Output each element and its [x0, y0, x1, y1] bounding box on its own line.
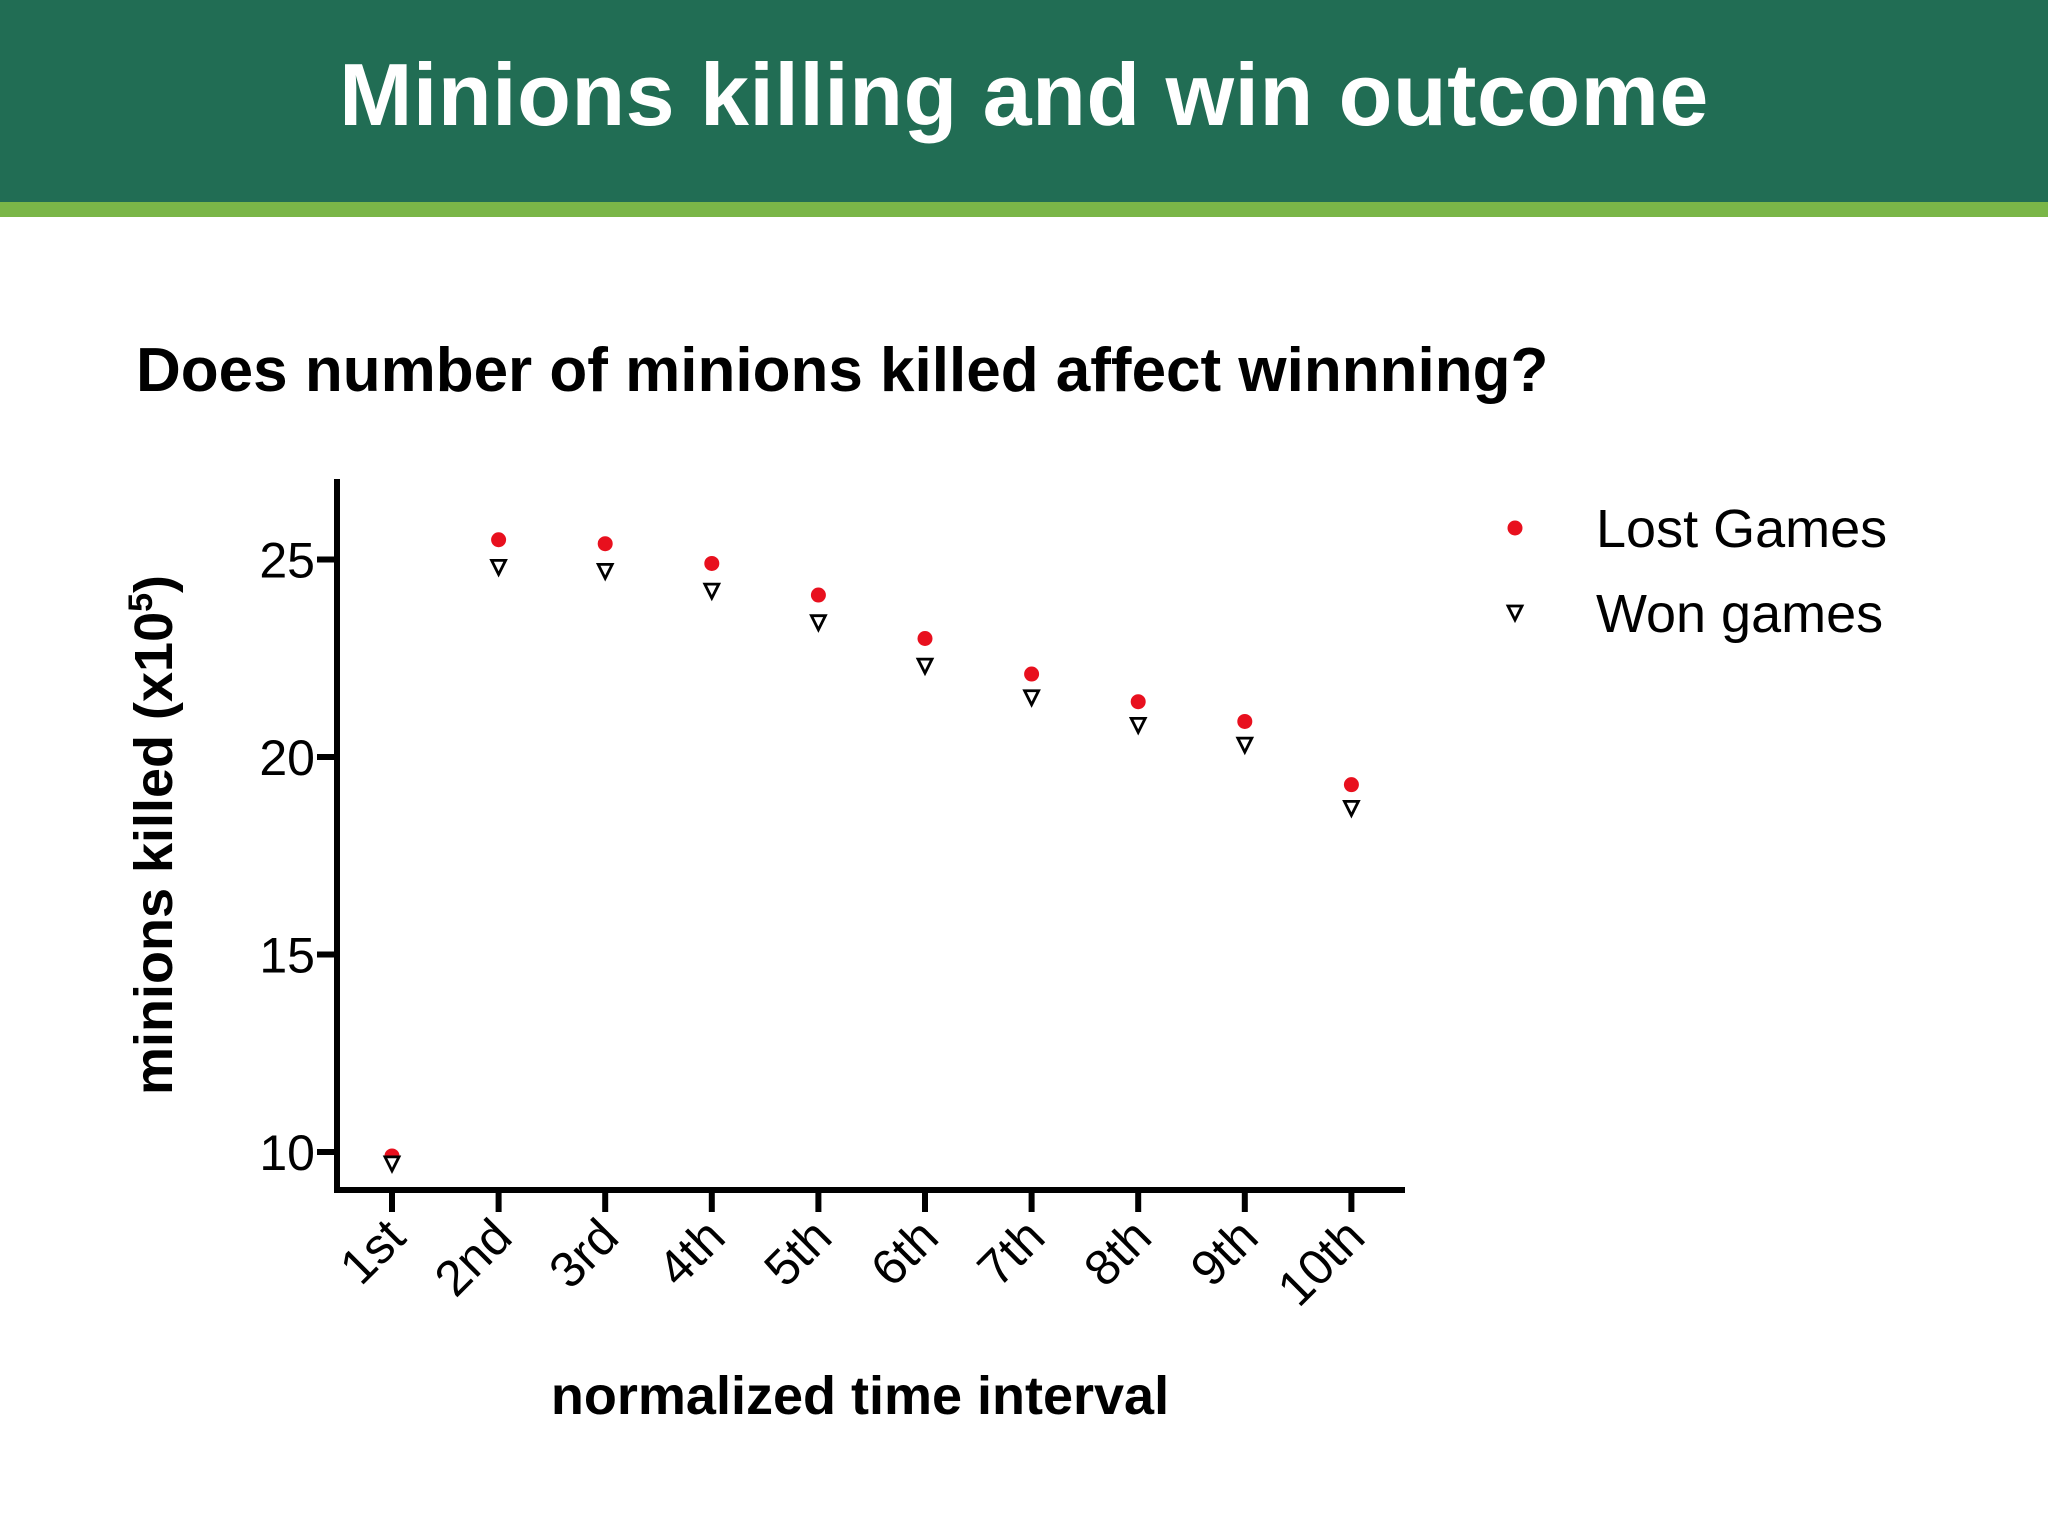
data-point-won [915, 657, 935, 677]
x-tick-label: 7th [967, 1208, 1056, 1297]
data-point-lost [1343, 777, 1359, 793]
y-tick-label: 20 [259, 730, 315, 786]
data-point-won [809, 614, 828, 633]
data-point-lost [1237, 713, 1253, 729]
y-tick-label: 25 [259, 533, 315, 589]
legend-marker-won [1505, 604, 1525, 624]
data-point-lost [917, 631, 933, 646]
data-point-won [702, 582, 722, 602]
data-point-won [1022, 689, 1041, 708]
data-point-lost [810, 587, 826, 603]
x-tick-label: 2nd [424, 1208, 523, 1307]
series-layer [382, 532, 1361, 1174]
x-tick-label: 9th [1180, 1208, 1269, 1297]
legend-marker-lost [1507, 520, 1523, 536]
banner-stripe [0, 202, 2048, 217]
data-point-won [489, 559, 508, 578]
y-axis-title: minions killed (x105) [122, 575, 184, 1095]
x-tick-label: 3rd [538, 1208, 629, 1299]
x-tick-label: 4th [647, 1208, 736, 1297]
plot-axes [334, 479, 1405, 1193]
y-tick-label: 15 [259, 928, 315, 984]
slide-subtitle: Does number of minions killed affect win… [136, 336, 1549, 405]
y-ticks: 10 15 20 25 [259, 533, 337, 1181]
data-point-lost [1130, 694, 1146, 710]
data-point-lost [1024, 666, 1040, 682]
slide-title: Minions killing and win outcome [339, 45, 1709, 144]
x-axis-title: normalized time interval [551, 1366, 1169, 1426]
legend: Lost Games Won games [1505, 499, 1887, 644]
data-point-lost [704, 555, 720, 571]
data-point-won [382, 1155, 402, 1174]
data-point-won [1235, 736, 1255, 756]
series-lost-games [384, 532, 1359, 1164]
x-tick-label: 6th [860, 1208, 949, 1297]
data-point-lost [597, 536, 613, 552]
x-tick-label: 5th [753, 1208, 842, 1297]
x-tick-label: 10th [1267, 1208, 1375, 1316]
x-tick-label: 8th [1073, 1208, 1162, 1297]
data-point-won [1342, 799, 1361, 819]
data-point-won [1128, 717, 1148, 736]
legend-label-lost: Lost Games [1596, 499, 1887, 559]
legend-label-won: Won games [1596, 584, 1883, 644]
x-tick-label: 1st [329, 1208, 416, 1295]
data-point-won [595, 562, 615, 582]
title-banner [0, 0, 2048, 202]
series-won-games [382, 559, 1361, 1174]
data-point-lost [491, 532, 507, 548]
y-tick-label: 10 [259, 1125, 315, 1181]
